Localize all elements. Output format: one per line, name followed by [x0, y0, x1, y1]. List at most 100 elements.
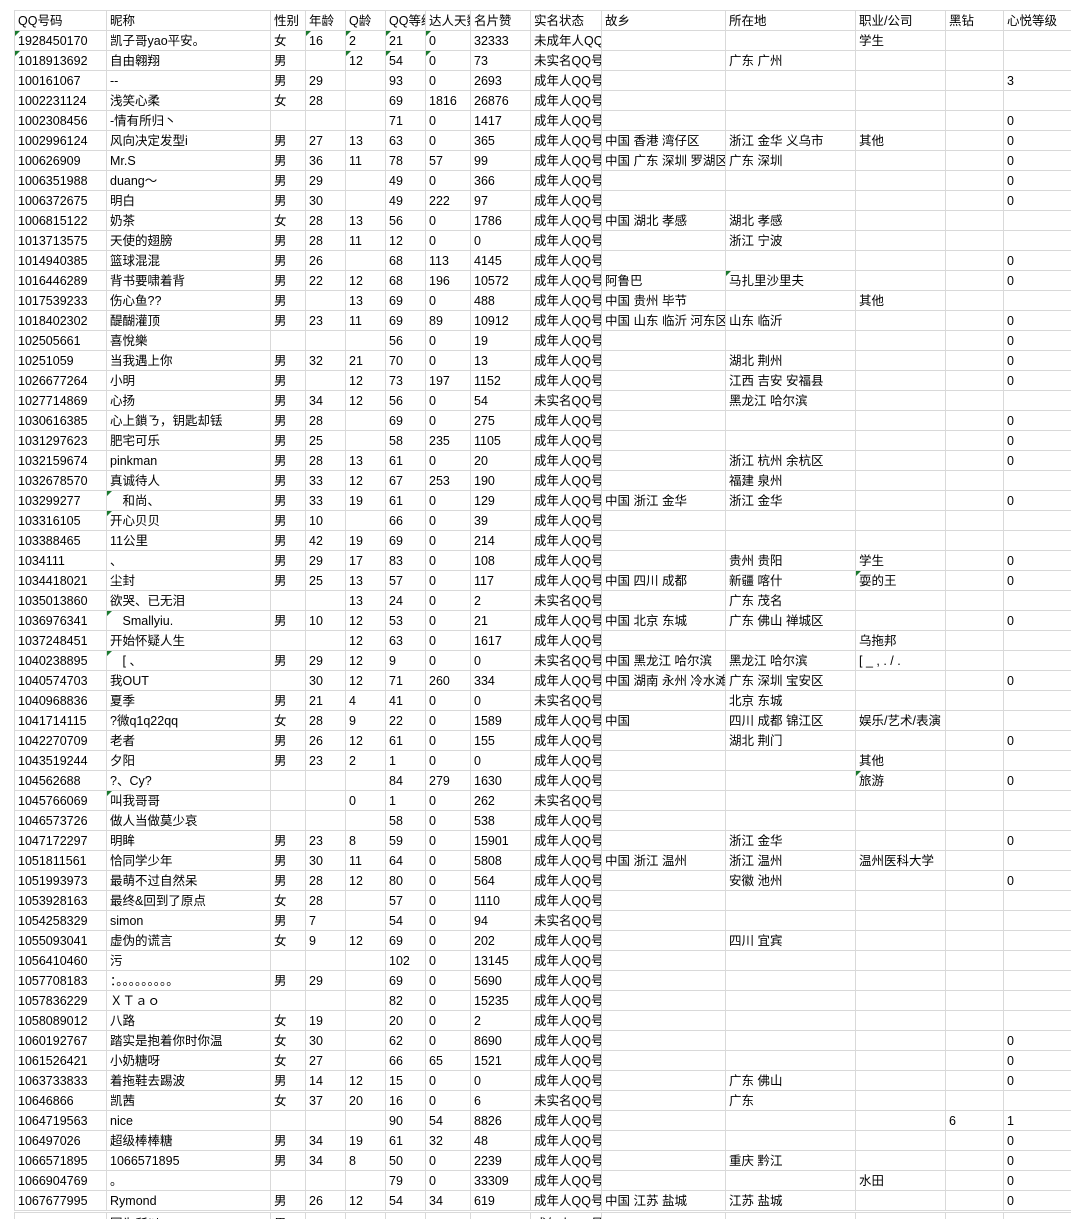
cell-real[interactable]: 成年人QQ号	[530, 890, 602, 911]
cell-age[interactable]: 29	[305, 550, 346, 571]
cell-level[interactable]: 66	[385, 510, 426, 531]
cell-age[interactable]: 28	[305, 450, 346, 471]
cell-qq[interactable]: 100626909	[14, 150, 107, 171]
cell-nick[interactable]: 背书要啸着背	[106, 270, 271, 291]
column-header-job[interactable]: 职业/公司	[855, 10, 946, 31]
cell-home[interactable]: 中国 四川 成都	[601, 570, 726, 591]
column-header-likes[interactable]: 名片赞	[470, 10, 531, 31]
cell-home[interactable]: 中国 浙江 温州	[601, 850, 726, 871]
cell-xinyue[interactable]	[1003, 510, 1071, 531]
cell-loc[interactable]: 北京 东城	[725, 690, 856, 711]
cell-home[interactable]	[601, 430, 726, 451]
cell-real[interactable]: 成年人QQ号	[530, 270, 602, 291]
column-header-black[interactable]: 黑钻	[945, 10, 1004, 31]
cell-likes[interactable]: 619	[470, 1190, 531, 1211]
cell-likes[interactable]: 2	[470, 1010, 531, 1031]
cell-sex[interactable]: 女	[270, 90, 306, 111]
cell-real[interactable]: 成年人QQ号	[530, 1110, 602, 1131]
cell-qq[interactable]: 1053928163	[14, 890, 107, 911]
cell-days[interactable]: 0	[425, 790, 471, 811]
cell-nick[interactable]: ＸＴａｏ	[106, 990, 271, 1011]
cell-black[interactable]	[945, 910, 1004, 931]
cell-sex[interactable]	[270, 950, 306, 971]
cell-qq[interactable]: 1041714115	[14, 710, 107, 731]
cell-qq[interactable]: 10251059	[14, 350, 107, 371]
cell-qage[interactable]: 0	[345, 790, 386, 811]
cell-job[interactable]	[855, 1010, 946, 1031]
cell-days[interactable]: 0	[425, 450, 471, 471]
cell-sex[interactable]: 男	[270, 750, 306, 771]
table-row[interactable]: 1037248451 开始怀疑人生 12 63 0 1617 成年人QQ号 乌拖邦	[14, 630, 1071, 651]
cell-real[interactable]: 成年人QQ号	[530, 210, 602, 231]
cell-likes[interactable]: 15901	[470, 830, 531, 851]
cell-qage[interactable]: 20	[345, 1090, 386, 1111]
cell-home[interactable]	[601, 890, 726, 911]
cell-black[interactable]	[945, 870, 1004, 891]
cell-qq[interactable]: 103316105	[14, 510, 107, 531]
table-row[interactable]: 100161067 -- 男 29 93 0 2693 成年人QQ号 3	[14, 70, 1071, 91]
cell-xinyue[interactable]	[1003, 630, 1071, 651]
cell-job[interactable]	[855, 170, 946, 191]
cell-black[interactable]	[945, 370, 1004, 391]
data-table[interactable]: QQ号码昵称性别年龄Q龄QQ等级达人天数名片赞实名状态故乡所在地职业/公司黑钻心…	[14, 10, 1071, 1211]
column-header-qage[interactable]: Q龄	[345, 10, 386, 31]
cell-job[interactable]: 其他	[855, 130, 946, 151]
cell-xinyue[interactable]	[1003, 910, 1071, 931]
cell-xinyue[interactable]: 0	[1003, 770, 1071, 791]
cell-nick[interactable]: 小奶糖呀	[106, 1050, 271, 1071]
cell-sex[interactable]: 男	[270, 490, 306, 511]
cell-real[interactable]: 成年人QQ号	[530, 830, 602, 851]
cell-level[interactable]: 56	[385, 210, 426, 231]
cell-real[interactable]: 成年人QQ号	[530, 370, 602, 391]
cell-age[interactable]: 28	[305, 890, 346, 911]
cell-home[interactable]	[601, 230, 726, 251]
cell-level[interactable]: 78	[385, 150, 426, 171]
cell-level[interactable]: 1	[385, 790, 426, 811]
cell-sex[interactable]: 女	[270, 210, 306, 231]
cell-days[interactable]: 0	[425, 810, 471, 831]
cell-days[interactable]: 0	[425, 1170, 471, 1191]
cell-home[interactable]	[601, 470, 726, 491]
cell-real[interactable]: 成年人QQ号	[530, 730, 602, 751]
cell-black[interactable]	[945, 470, 1004, 491]
cell-days[interactable]: 0	[425, 750, 471, 771]
cell-qage[interactable]	[345, 910, 386, 931]
cell-black[interactable]	[945, 350, 1004, 371]
table-row[interactable]: 1017539233 伤心鱼?? 男 13 69 0 488 成年人QQ号 中国 贵州 毕节 其他	[14, 290, 1071, 311]
table-row[interactable]: 103299277 和尚、男 33 19 61 0 129 成年人QQ号 中国 浙江 金华 浙江…	[14, 490, 1071, 511]
cell-loc[interactable]: 浙江 宁波	[725, 230, 856, 251]
cell-level[interactable]: 24	[385, 590, 426, 611]
cell-nick[interactable]: 浅笑心柔	[106, 90, 271, 111]
cell-level[interactable]: 22	[385, 710, 426, 731]
cell-home[interactable]	[601, 330, 726, 351]
cell-likes[interactable]: 48	[470, 1130, 531, 1151]
cell-qq[interactable]: 1016446289	[14, 270, 107, 291]
cell-days[interactable]: 0	[425, 990, 471, 1011]
table-row[interactable]: 1053928163 最终&回到了原点女 28 57 0 1110 成年人QQ号	[14, 890, 1071, 911]
cell-likes[interactable]: 334	[470, 670, 531, 691]
cell-days[interactable]: 235	[425, 430, 471, 451]
cell-home[interactable]	[601, 410, 726, 431]
cell-days[interactable]: 0	[425, 650, 471, 671]
table-row[interactable]: 1018402302 醍醐灌顶男 23 11 69 89 10912 成年人QQ号 中国 山东 …	[14, 310, 1071, 331]
cell-sex[interactable]	[270, 670, 306, 691]
cell-job[interactable]	[855, 730, 946, 751]
cell-home[interactable]: 中国 江苏 盐城	[601, 1190, 726, 1211]
cell-likes[interactable]: 1617	[470, 630, 531, 651]
cell-home[interactable]	[601, 370, 726, 391]
cell-loc[interactable]	[725, 990, 856, 1011]
cell-home[interactable]	[601, 190, 726, 211]
cell-black[interactable]	[945, 570, 1004, 591]
cell-black[interactable]: 6	[945, 1110, 1004, 1131]
cell-qage[interactable]: 19	[345, 490, 386, 511]
cell-level[interactable]: 64	[385, 850, 426, 871]
cell-sex[interactable]: 男	[270, 730, 306, 751]
cell-age[interactable]: 28	[305, 710, 346, 731]
cell-qage[interactable]	[345, 950, 386, 971]
cell-nick[interactable]: 1066571895	[106, 1150, 271, 1171]
table-row[interactable]: 1013713575 天使的翅膀男 28 11 12 0 0 成年人QQ号 浙江 宁波	[14, 230, 1071, 251]
cell-real[interactable]: 成年人QQ号	[530, 150, 602, 171]
cell-age[interactable]: 28	[305, 230, 346, 251]
cell-nick[interactable]: 风向决定发型i	[106, 130, 271, 151]
cell-xinyue[interactable]	[1003, 690, 1071, 711]
